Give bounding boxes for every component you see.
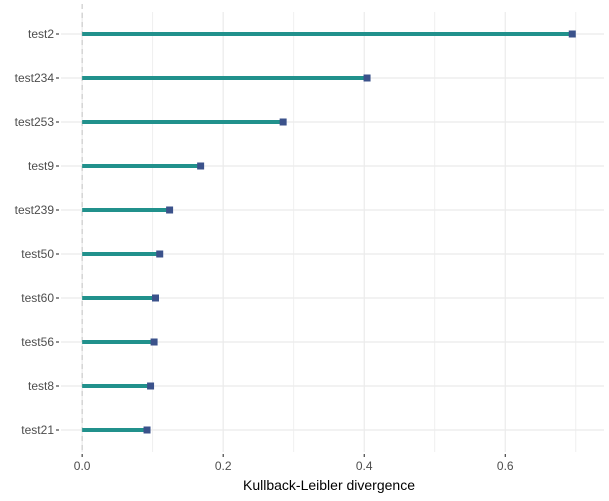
point	[150, 338, 158, 346]
y-tick-label: test239	[15, 203, 55, 217]
point	[156, 250, 164, 258]
bar	[82, 296, 156, 300]
y-tick-label: test9	[28, 159, 54, 173]
bar	[82, 340, 155, 344]
bar	[82, 384, 151, 388]
bar	[82, 208, 170, 212]
y-tick-label: test56	[21, 335, 54, 349]
point	[568, 30, 576, 38]
y-tick-label: test234	[15, 71, 55, 85]
x-axis-title: Kullback-Leibler divergence	[243, 477, 415, 493]
bar	[82, 428, 148, 432]
y-tick-label: test60	[21, 291, 54, 305]
point	[279, 118, 287, 126]
end-points	[143, 30, 576, 434]
y-tick-label: test8	[28, 379, 54, 393]
bar	[82, 76, 368, 80]
point	[166, 206, 174, 214]
x-axis: 0.0 0.2 0.4 0.6	[74, 454, 514, 473]
point	[147, 382, 155, 390]
y-tick-label: test21	[21, 423, 54, 437]
point	[151, 294, 159, 302]
point	[363, 74, 371, 82]
x-tick-label: 0.4	[356, 459, 373, 473]
bar	[82, 32, 573, 36]
x-tick-label: 0.0	[74, 459, 91, 473]
point	[143, 426, 151, 434]
x-tick-label: 0.2	[215, 459, 232, 473]
y-tick-label: test253	[15, 115, 55, 129]
bar	[82, 252, 160, 256]
x-tick-label: 0.6	[497, 459, 514, 473]
y-tick-label: test2	[28, 27, 54, 41]
y-tick-label: test50	[21, 247, 54, 261]
bars	[82, 32, 573, 432]
y-axis: test2 test234 test253 test9 test239 test50 tes…	[15, 27, 59, 437]
minor-gridlines	[152, 12, 577, 452]
point	[197, 162, 205, 170]
bar	[82, 164, 201, 168]
bar	[82, 120, 284, 124]
